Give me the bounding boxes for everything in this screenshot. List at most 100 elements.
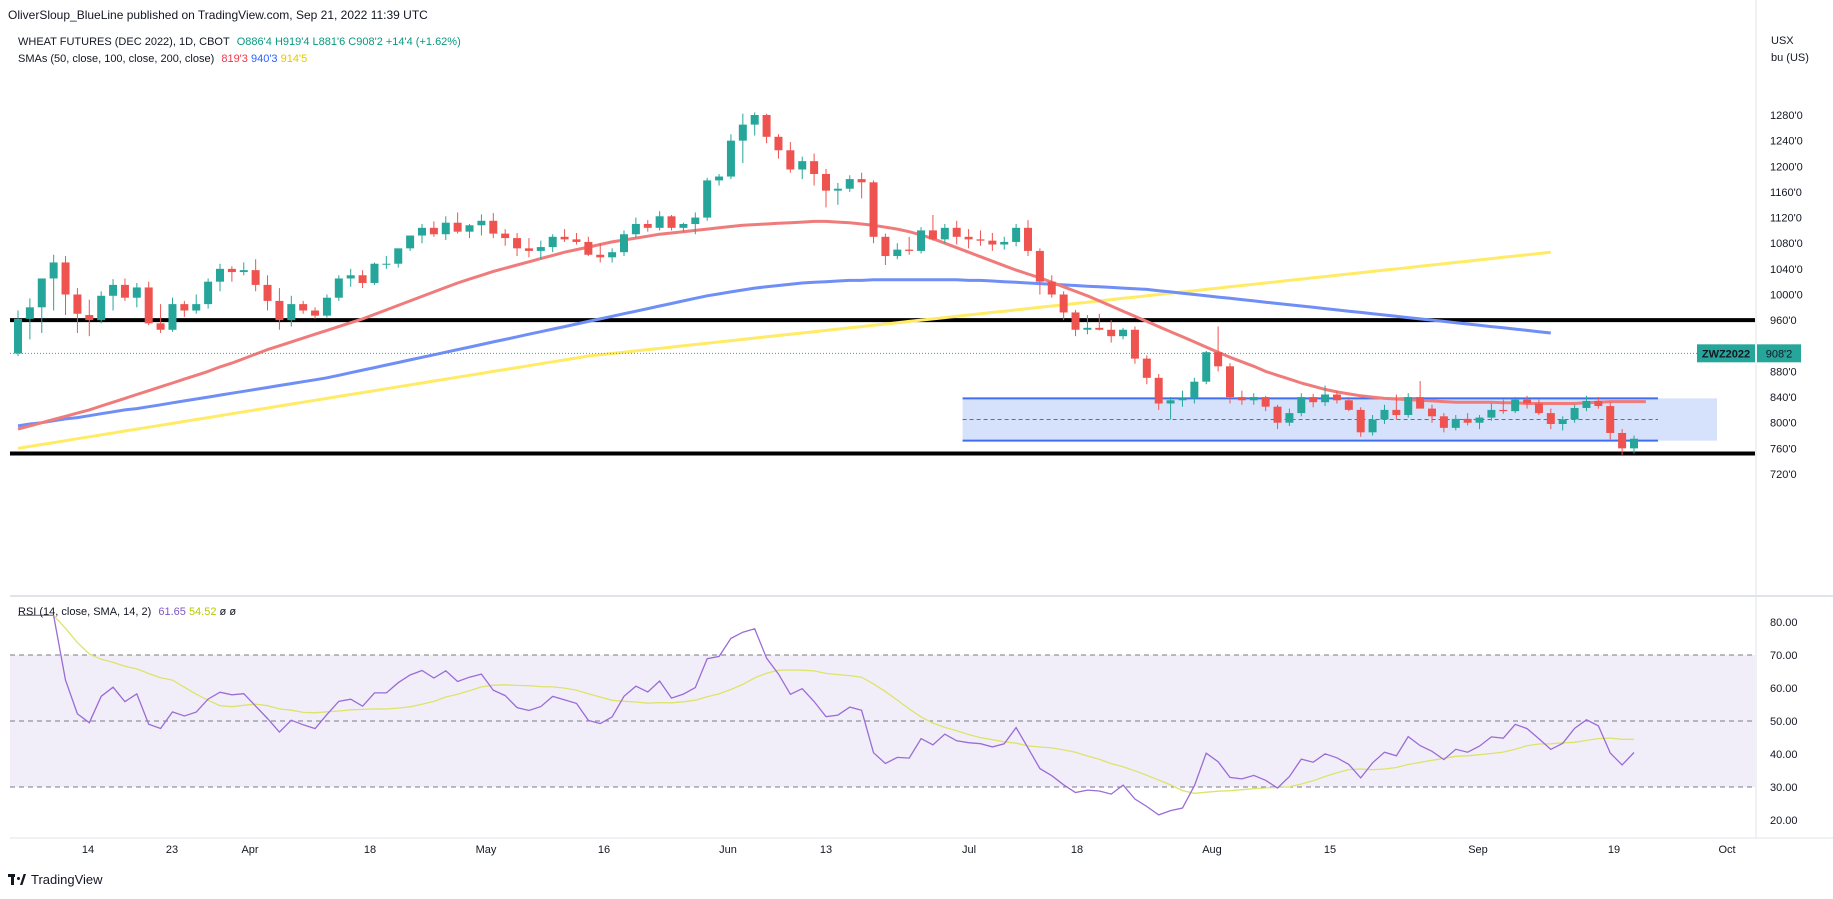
candle-body — [1582, 400, 1591, 408]
candle-body — [73, 294, 82, 314]
rsi-label: RSI (14, close, SMA, 14, 2) — [18, 606, 152, 618]
candle-body — [1523, 399, 1532, 404]
candle-body — [536, 247, 545, 251]
footer-brand[interactable]: TradingView — [8, 872, 103, 887]
candle-body — [1226, 366, 1234, 398]
candle-body — [643, 223, 652, 228]
candle-body — [14, 318, 22, 354]
candle-body — [952, 227, 961, 237]
candle-body — [976, 239, 985, 241]
candle-body — [1059, 294, 1068, 313]
time-tick-label: 13 — [820, 844, 832, 856]
candle-body — [1356, 409, 1365, 433]
time-tick-label: 15 — [1324, 844, 1336, 856]
rsi-tick-label: 20.00 — [1770, 815, 1798, 827]
sma100-line — [17, 278, 1551, 428]
published-caption: OliverSloup_BlueLine published on Tradin… — [8, 8, 428, 22]
candle-body — [655, 216, 664, 228]
candle-body — [1534, 403, 1543, 414]
candle-body — [358, 275, 367, 283]
candle-body — [311, 310, 320, 316]
candle-body — [1261, 397, 1270, 407]
candle-body — [370, 263, 379, 283]
ticker-tag — [1697, 344, 1755, 363]
candle-body — [144, 287, 153, 324]
candle-body — [1154, 377, 1163, 404]
candle-body — [1249, 397, 1258, 401]
candle-body — [1190, 381, 1199, 399]
candle-body — [1487, 409, 1496, 418]
candle-body — [406, 235, 415, 249]
last-price-label: 908'2 — [1766, 348, 1793, 360]
candle-body — [667, 216, 676, 228]
candle-body — [299, 304, 308, 311]
rsi-tick-label: 60.00 — [1770, 683, 1798, 695]
candle-body — [1214, 352, 1223, 367]
time-tick-label: 14 — [82, 844, 94, 856]
candle-body — [1142, 358, 1151, 378]
candle-body — [1047, 281, 1056, 295]
candle-body — [1297, 397, 1306, 414]
candle-body — [1071, 312, 1080, 330]
price-tick-label: 1200'0 — [1770, 161, 1803, 173]
candle-body — [596, 254, 605, 258]
candle-body — [548, 236, 557, 248]
price-tick-label: 1080'0 — [1770, 238, 1803, 250]
candle-body — [61, 262, 70, 295]
candle-body — [1463, 418, 1472, 423]
candle-body — [762, 115, 771, 137]
candle-body — [1499, 409, 1508, 412]
tradingview-logo-icon — [8, 874, 26, 885]
price-tick-label: 1000'0 — [1770, 290, 1803, 302]
candle-body — [109, 284, 118, 296]
candle-body — [192, 304, 201, 311]
candle-body — [726, 140, 735, 177]
candle-body — [1618, 432, 1627, 449]
candle-body — [1178, 398, 1187, 401]
candle-body — [204, 281, 213, 305]
candle-body — [132, 287, 141, 298]
rsi-line — [18, 614, 1635, 816]
candle-body — [465, 225, 474, 232]
ohlc-change: +14'4 (+1.62%) — [385, 36, 461, 48]
sma-legend: SMAs (50, close, 100, close, 200, close)… — [18, 53, 307, 65]
price-tick-label: 840'0 — [1770, 392, 1797, 404]
candle-body — [1130, 329, 1139, 359]
candle-body — [1119, 329, 1128, 337]
ohlc-open: O886'4 — [236, 36, 272, 48]
candle-body — [928, 230, 937, 240]
candle-body — [49, 262, 58, 279]
candle-body — [560, 236, 569, 240]
candle-body — [156, 323, 165, 330]
candle-body — [513, 238, 522, 249]
candle-body — [738, 124, 747, 141]
price-axis-unit: USX — [1771, 35, 1794, 47]
candle-body — [572, 239, 581, 242]
candle-body — [1285, 413, 1294, 423]
candle-body — [1237, 397, 1246, 401]
candle-body — [1012, 227, 1021, 242]
rsi-tick-label: 50.00 — [1770, 716, 1798, 728]
candle-body — [287, 304, 296, 321]
price-tick-label: 800'0 — [1770, 418, 1797, 430]
candle-body — [239, 270, 248, 273]
candle-body — [1321, 394, 1330, 403]
price-tick-label: 880'0 — [1770, 366, 1797, 378]
candle-body — [1332, 394, 1341, 401]
candle-body — [774, 136, 783, 151]
candle-body — [251, 270, 260, 285]
price-tick-label: 1280'0 — [1770, 110, 1803, 122]
sma-label: SMAs (50, close, 100, close, 200, close) — [18, 53, 215, 65]
rsi-sma-value: 54.52 — [188, 606, 217, 618]
candle-body — [418, 227, 426, 236]
sma50-value: 819'3 — [221, 53, 248, 65]
price-axis-unit: bu (US) — [1771, 52, 1809, 64]
candle-body — [1392, 409, 1401, 416]
candle-body — [1451, 418, 1460, 428]
candle-body — [1558, 419, 1567, 424]
time-tick-label: 18 — [1071, 844, 1083, 856]
rsi-sma-line — [18, 614, 1634, 794]
time-tick-label: 23 — [166, 844, 178, 856]
candle-body — [845, 179, 854, 189]
price-tick-label: 1120'0 — [1770, 213, 1802, 225]
